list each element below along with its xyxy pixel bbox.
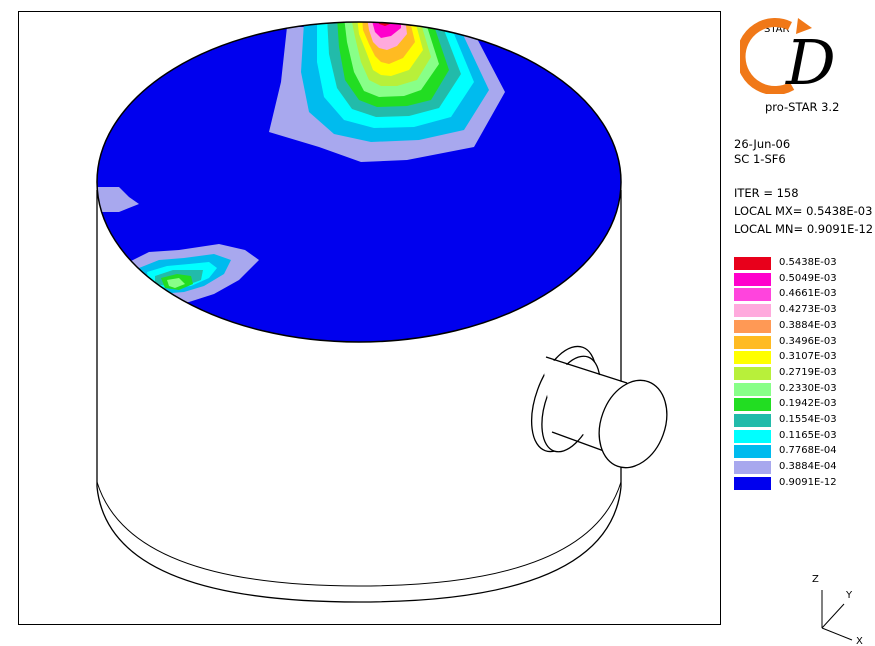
x-axis-label: X bbox=[856, 636, 863, 646]
legend-item: 0.3884E-04 bbox=[734, 460, 874, 475]
legend-swatch bbox=[734, 288, 771, 302]
legend-swatch bbox=[734, 366, 771, 380]
legend-swatch bbox=[734, 319, 771, 333]
legend-item: 0.3884E-03 bbox=[734, 319, 874, 334]
top-contour-plot bbox=[97, 22, 621, 342]
legend-label: 0.1165E-03 bbox=[779, 429, 837, 441]
logo-graphic: D bbox=[740, 18, 836, 94]
legend-label: 0.1942E-03 bbox=[779, 398, 837, 410]
legend-item: 0.4661E-03 bbox=[734, 287, 874, 302]
legend-item: 0.1942E-03 bbox=[734, 397, 874, 412]
legend-swatch bbox=[734, 257, 771, 270]
legend-label: 0.4273E-03 bbox=[779, 304, 837, 316]
legend-item: 0.2719E-03 bbox=[734, 366, 874, 381]
legend-swatch bbox=[734, 445, 771, 459]
graphics-viewport[interactable] bbox=[18, 11, 721, 625]
legend-label: 0.3496E-03 bbox=[779, 335, 837, 347]
legend-item: 0.4273E-03 bbox=[734, 303, 874, 318]
case-text: SC 1-SF6 bbox=[734, 152, 786, 166]
legend-item: 0.3107E-03 bbox=[734, 350, 874, 365]
legend-swatch bbox=[734, 429, 771, 443]
z-axis-label: Z bbox=[812, 574, 819, 585]
legend-item: 0.1554E-03 bbox=[734, 413, 874, 428]
legend-label: 0.4661E-03 bbox=[779, 288, 837, 300]
legend-swatch bbox=[734, 272, 771, 286]
legend-label: 0.2719E-03 bbox=[779, 366, 837, 378]
legend-label: 0.2330E-03 bbox=[779, 382, 837, 394]
y-axis-line bbox=[821, 603, 845, 629]
legend-swatch bbox=[734, 476, 771, 490]
legend-item: 0.7768E-04 bbox=[734, 444, 874, 459]
legend-label: 0.9091E-12 bbox=[779, 476, 837, 488]
y-axis-label: Y bbox=[845, 590, 853, 601]
legend-item: 0.9091E-12 bbox=[734, 476, 874, 491]
legend-label: 0.1554E-03 bbox=[779, 414, 837, 425]
legend-item: 0.5049E-03 bbox=[734, 272, 874, 287]
legend-swatch bbox=[734, 335, 771, 349]
legend-label: 0.7768E-04 bbox=[779, 445, 837, 457]
legend-swatch bbox=[734, 461, 771, 475]
top-edge bbox=[96, 21, 622, 343]
legend-label: 0.3884E-04 bbox=[779, 461, 837, 473]
legend-item: 0.3496E-03 bbox=[734, 335, 874, 350]
side-nozzle bbox=[531, 345, 668, 469]
legend-item: 0.5438E-03 bbox=[734, 256, 874, 271]
legend-label: 0.5049E-03 bbox=[779, 272, 837, 284]
legend-item: 0.2330E-03 bbox=[734, 382, 874, 397]
logo-star-text: STAR bbox=[764, 24, 790, 35]
local-max-text: LOCAL MX= 0.5438E-03 bbox=[734, 204, 873, 218]
legend-label: 0.3107E-03 bbox=[779, 351, 837, 363]
cylinder-model bbox=[96, 21, 668, 603]
legend-label: 0.3884E-03 bbox=[779, 319, 837, 331]
legend-swatch bbox=[734, 382, 771, 396]
product-name: pro-STAR 3.2 bbox=[765, 100, 840, 114]
x-axis-line bbox=[821, 627, 853, 641]
local-min-text: LOCAL MN= 0.9091E-12 bbox=[734, 222, 874, 236]
legend-swatch bbox=[734, 414, 771, 427]
logo-letter: D bbox=[785, 26, 836, 94]
legend-swatch bbox=[734, 351, 771, 365]
iteration-text: ITER = 158 bbox=[734, 186, 799, 200]
date-text: 26-Jun-06 bbox=[734, 137, 791, 151]
legend-swatch bbox=[734, 304, 771, 318]
legend-swatch bbox=[734, 398, 771, 412]
legend-item: 0.1165E-03 bbox=[734, 429, 874, 444]
legend-label: 0.5438E-03 bbox=[779, 257, 837, 268]
